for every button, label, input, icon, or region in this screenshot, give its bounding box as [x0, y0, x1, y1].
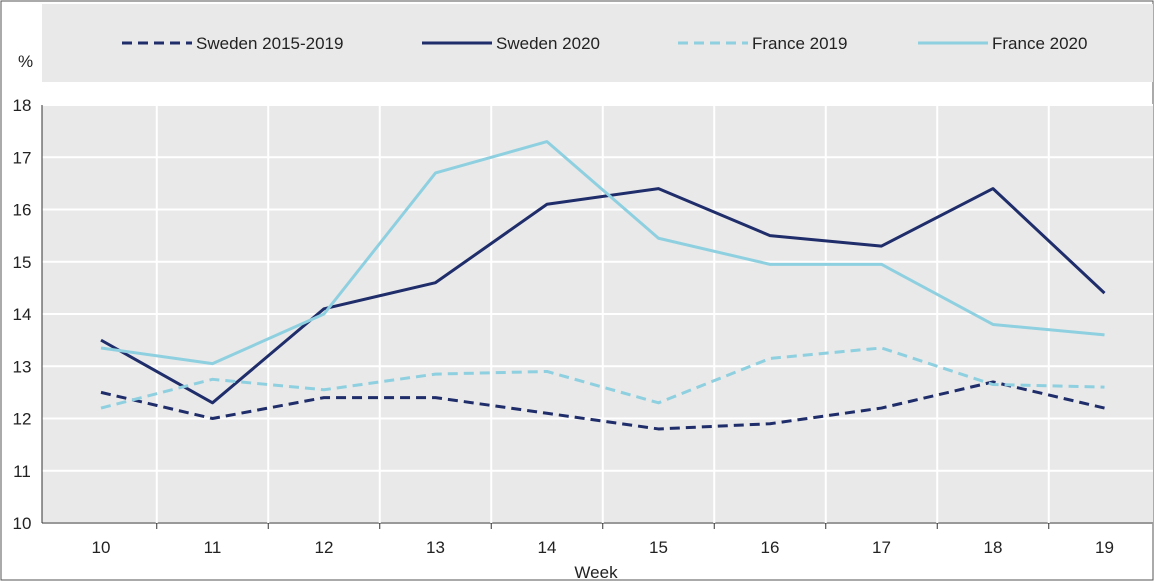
- y-tick-labels: 10 11 12 13 14 15 16 17 18: [13, 96, 32, 533]
- y-tick-label: 18: [13, 96, 32, 115]
- legend: Sweden 2015-2019 Sweden 2020 France 2019 Fr…: [122, 34, 1087, 53]
- legend-label: France 2019: [752, 34, 847, 53]
- x-tick-label: 18: [984, 538, 1003, 557]
- y-tick-label: 10: [13, 514, 32, 533]
- y-tick-label: 13: [13, 357, 32, 376]
- legend-label: France 2020: [992, 34, 1087, 53]
- series-line-france-2019: [100, 346, 1105, 410]
- y-tick-label: 14: [13, 305, 32, 324]
- x-tick-label: 17: [872, 538, 891, 557]
- x-tick-label: 11: [204, 538, 222, 557]
- x-axis-label: Week: [574, 563, 618, 582]
- series-line-sweden-2020: [100, 187, 1106, 405]
- y-tick-label: 15: [13, 253, 32, 272]
- x-tick-label: 19: [1095, 538, 1114, 557]
- y-tick-label: 11: [13, 462, 31, 481]
- y-tick-label: 12: [13, 410, 32, 429]
- series-lines: [100, 140, 1106, 431]
- y-tick-label: 16: [13, 201, 32, 220]
- legend-label: Sweden 2015-2019: [196, 34, 343, 53]
- y-tick-label: 17: [13, 148, 32, 167]
- series-line-france-2020: [100, 140, 1105, 366]
- y-axis-label: %: [18, 52, 33, 71]
- x-tick-label: 16: [761, 538, 780, 557]
- x-gridlines: [155, 105, 1050, 523]
- gridlines: [41, 104, 1153, 524]
- x-tick-labels: 10 11 12 13 14 15 16 17 18 19: [92, 523, 1114, 557]
- x-tick-label: 13: [426, 538, 445, 557]
- legend-label: Sweden 2020: [496, 34, 600, 53]
- x-tick-label: 12: [315, 538, 334, 557]
- x-tick-label: 10: [92, 538, 111, 557]
- x-tick-label: 14: [538, 538, 557, 557]
- x-tick-label: 15: [649, 538, 668, 557]
